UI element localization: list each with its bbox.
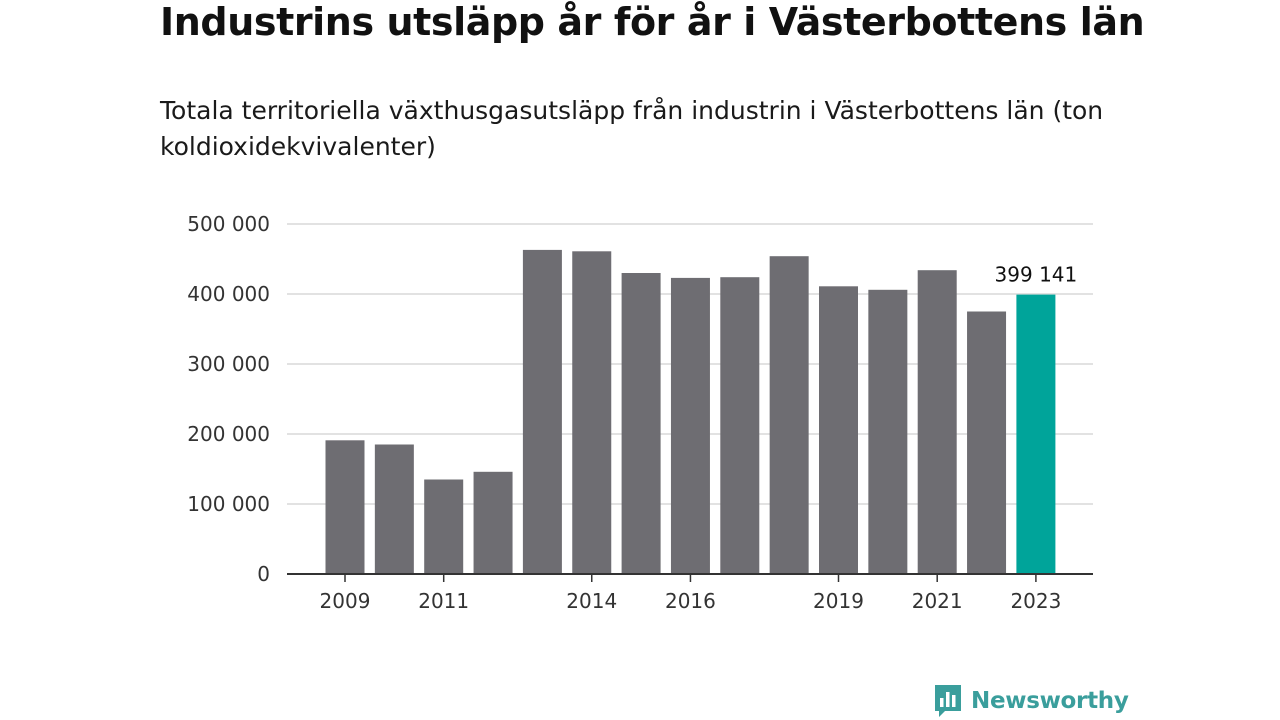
x-tick-label: 2016 xyxy=(665,589,716,613)
x-tick-label: 2021 xyxy=(912,589,963,613)
chart-subtitle: Totala territoriella växthusgasutsläpp f… xyxy=(160,96,1104,161)
x-tick-label: 2014 xyxy=(566,589,617,613)
data-label: 399 141 xyxy=(995,263,1078,287)
y-tick-label: 500 000 xyxy=(187,212,270,236)
x-tick-label: 2011 xyxy=(418,589,469,613)
bar xyxy=(868,289,908,574)
x-tick-label: 2019 xyxy=(813,589,864,613)
bar xyxy=(769,256,809,574)
bar xyxy=(621,273,661,574)
chart-title: Industrins utsläpp år för år i Västerbot… xyxy=(160,0,1145,44)
bar xyxy=(473,471,513,574)
y-tick-label: 300 000 xyxy=(187,352,270,376)
brand-logo: Newsworthy xyxy=(933,683,1129,719)
tick-labels: 0 100 000 200 000 300 000 400 000 500 000 399 … xyxy=(187,212,1077,613)
bar xyxy=(572,251,612,575)
x-tick-label: 2009 xyxy=(320,589,371,613)
y-tick-label: 100 000 xyxy=(187,492,270,516)
bars xyxy=(325,249,1056,575)
newsworthy-logo-icon xyxy=(935,685,961,717)
bar xyxy=(967,311,1007,574)
y-tick-label: 200 000 xyxy=(187,422,270,446)
bar-chart: 0 100 000 200 000 300 000 400 000 500 000 399 … xyxy=(187,212,1093,613)
bar xyxy=(325,440,365,574)
bar xyxy=(522,249,562,574)
bar xyxy=(917,270,957,574)
x-tick-label: 2023 xyxy=(1010,589,1061,613)
brand-name: Newsworthy xyxy=(971,688,1129,714)
axes xyxy=(287,573,1093,582)
y-tick-label: 0 xyxy=(257,562,270,586)
bar xyxy=(374,444,414,574)
bar xyxy=(720,277,760,574)
bar xyxy=(424,479,464,574)
y-tick-label: 400 000 xyxy=(187,282,270,306)
bar-highlight xyxy=(1016,294,1056,574)
bar xyxy=(670,277,710,574)
bar xyxy=(819,286,858,574)
